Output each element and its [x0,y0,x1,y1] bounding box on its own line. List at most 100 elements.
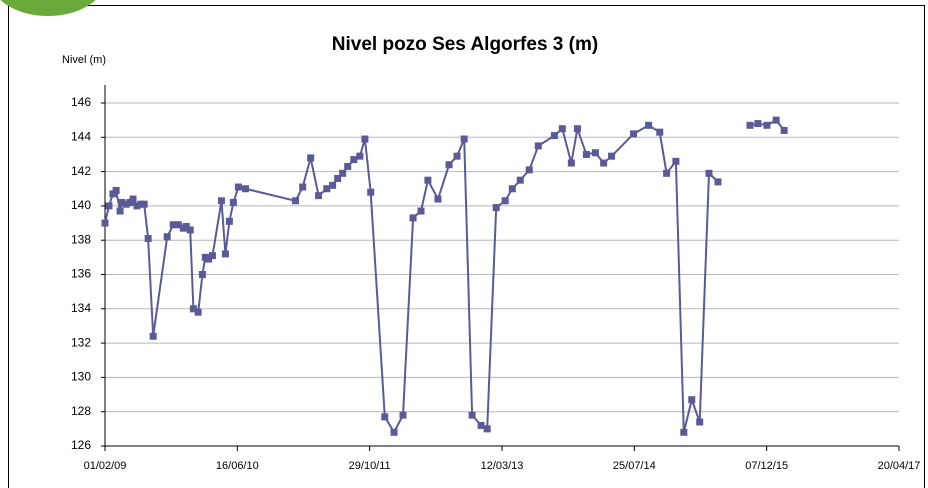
data-point [645,121,653,129]
data-point [534,142,542,150]
data-point [225,217,233,225]
data-point [323,185,331,193]
data-point [508,185,516,193]
data-point [608,152,616,160]
data-point [242,185,250,193]
data-point [234,183,242,191]
data-point [356,152,364,160]
data-point [101,219,109,227]
data-point [129,195,137,203]
data-point [582,150,590,158]
data-point [696,418,704,426]
data-point [501,197,509,205]
y-tick-label: 140 [71,198,91,212]
data-point [477,421,485,429]
data-point [680,428,688,436]
data-point [122,200,130,208]
data-point [217,197,225,205]
x-tick-label: 07/12/15 [745,460,788,472]
data-point [453,152,461,160]
data-point [229,198,237,206]
data-point [182,222,190,230]
data-point [149,332,157,340]
data-point [663,169,671,177]
x-tick-label: 01/02/09 [84,460,127,472]
data-point [334,174,342,182]
data-point [169,221,177,229]
data-point [204,255,212,263]
data-point [714,178,722,186]
data-point [144,234,152,242]
y-tick-label: 130 [71,370,91,384]
data-point [307,154,315,162]
corner-decoration [0,0,96,16]
data-point [754,120,762,128]
data-point [339,169,347,177]
data-point [198,271,206,278]
data-point [292,197,300,205]
data-point [434,195,442,203]
data-point [630,130,638,138]
y-tick-label: 146 [71,95,91,109]
x-tick-label: 20/04/17 [878,460,921,472]
data-point [525,166,533,174]
data-point [221,250,229,258]
data-point [516,176,524,184]
data-point [567,159,575,167]
data-point [390,428,398,436]
data-point [140,200,148,208]
data-point [672,157,680,165]
data-point [381,413,389,421]
data-point [780,126,788,134]
chart-frame [8,5,925,488]
data-point [573,125,581,133]
chart-title: Nivel pozo Ses Algorfes 3 (m) [332,34,598,55]
y-axis-label: Nivel (m) [62,54,106,66]
data-point [299,183,307,191]
data-point [361,135,369,143]
data-point [772,116,780,124]
data-point [424,176,432,184]
data-point [105,202,113,210]
data-point [174,221,182,229]
y-tick-label: 142 [71,164,91,178]
data-point [367,188,375,196]
x-tick-label: 12/03/13 [481,460,524,472]
x-tick-label: 16/06/10 [216,460,259,472]
data-point [558,125,566,133]
data-point [344,162,352,170]
data-point [550,132,558,140]
y-tick-label: 136 [71,267,91,281]
x-tick-label: 25/07/14 [613,460,656,472]
data-point [688,396,696,404]
data-point [315,192,323,200]
data-point [483,425,491,433]
data-point [656,128,664,136]
data-point [186,226,194,234]
data-point [118,198,126,206]
data-point [163,233,171,241]
data-point [705,169,713,177]
data-point [417,207,425,215]
data-point [409,214,417,222]
data-point [600,159,608,167]
data-point [189,305,197,313]
data-point [460,135,468,143]
data-point [329,181,337,189]
y-tick-label: 132 [71,335,91,349]
y-tick-label: 128 [71,404,91,418]
data-point [492,204,500,212]
data-point [112,186,120,194]
data-point [133,202,141,210]
data-point [399,411,407,419]
x-tick-label: 29/10/11 [349,460,391,472]
y-tick-label: 138 [71,232,91,246]
y-tick-label: 126 [71,438,91,452]
data-point [763,121,771,129]
data-point [591,149,599,157]
data-point [194,308,202,316]
data-point [350,156,358,164]
data-point [116,207,124,215]
